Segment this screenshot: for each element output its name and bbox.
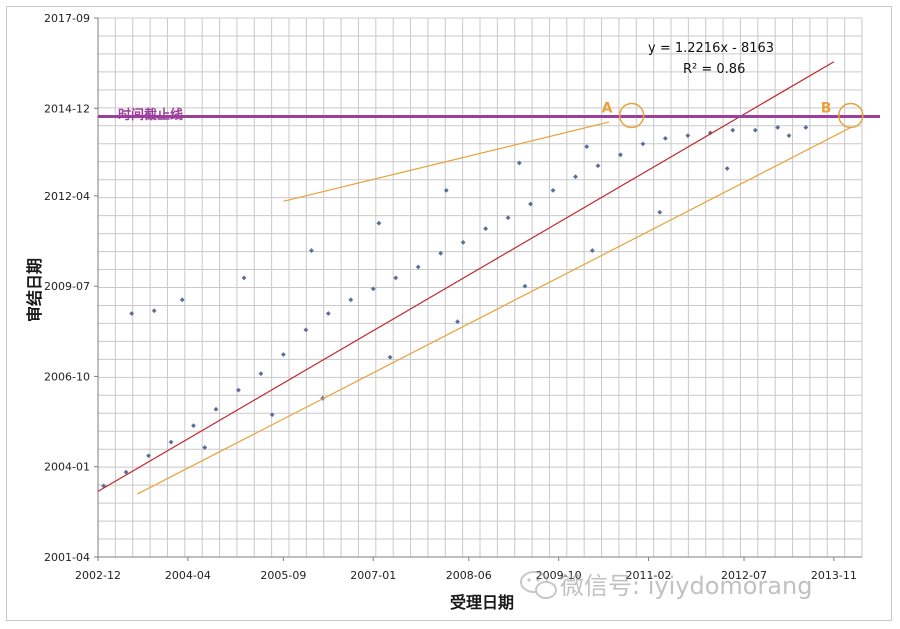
- data-point: [455, 319, 460, 325]
- x-tick-label: 2012-07: [721, 569, 767, 582]
- data-point: [236, 387, 241, 393]
- data-point: [724, 166, 730, 171]
- data-point: [415, 264, 421, 270]
- data-point: [657, 209, 663, 215]
- data-point: [640, 141, 646, 147]
- data-point: [179, 297, 185, 303]
- data-points: [101, 125, 809, 489]
- data-point: [325, 311, 331, 316]
- y-tick-label: 2004-01: [44, 461, 90, 474]
- upper-bound-line: [283, 121, 610, 202]
- data-point: [528, 201, 533, 207]
- watermark-text: 微信号: iyiydomorang: [560, 572, 812, 600]
- data-point: [168, 439, 174, 445]
- data-point: [483, 226, 489, 232]
- y-tick-label: 2009-07: [44, 280, 90, 293]
- data-point: [730, 127, 736, 133]
- x-tick-label: 2005-09: [260, 569, 306, 582]
- x-tick-label: 2008-06: [446, 569, 492, 582]
- r-squared-label: R² = 0.86: [683, 62, 745, 77]
- data-point: [370, 286, 376, 292]
- x-tick-label: 2002-12: [75, 569, 121, 582]
- data-point: [438, 250, 444, 256]
- y-tick-label: 2012-04: [44, 190, 90, 203]
- marker-label: B: [821, 100, 832, 116]
- data-point: [213, 406, 219, 412]
- data-point: [202, 445, 208, 450]
- grid-lines: [97, 17, 863, 558]
- cutoff-label: 时间截止线: [118, 107, 183, 123]
- data-point: [803, 125, 809, 130]
- data-point: [129, 311, 135, 316]
- data-point: [618, 152, 623, 158]
- data-point: [522, 283, 528, 289]
- data-point: [309, 248, 314, 253]
- data-point: [280, 352, 286, 357]
- data-point: [460, 239, 466, 245]
- lower-bound-line: [137, 126, 852, 495]
- data-point: [775, 125, 781, 130]
- watermark: 微信号: iyiydomorang: [520, 571, 812, 600]
- data-point: [595, 163, 601, 169]
- data-point: [550, 187, 556, 193]
- data-point: [151, 308, 157, 314]
- data-point: [752, 127, 758, 133]
- data-point: [146, 453, 151, 459]
- data-point: [387, 354, 393, 360]
- x-tick-label: 2004-04: [165, 569, 211, 582]
- data-point: [443, 187, 449, 193]
- data-point: [505, 215, 511, 221]
- y-tick-label: 2014-12: [44, 102, 90, 115]
- y-tick-label: 2001-04: [44, 551, 90, 564]
- data-point: [269, 412, 275, 418]
- x-tick-label: 2007-01: [350, 569, 396, 582]
- data-point: [393, 275, 399, 281]
- data-point: [348, 297, 354, 303]
- data-point: [303, 327, 309, 333]
- data-point: [786, 133, 792, 139]
- marker-circle: [838, 102, 864, 129]
- data-point: [662, 135, 668, 141]
- wechat-icon: [520, 571, 557, 599]
- data-point: [376, 220, 382, 226]
- marker-circle: [618, 102, 645, 129]
- y-tick-label: 2017-09: [44, 12, 90, 25]
- data-point: [685, 133, 691, 139]
- data-point: [573, 174, 578, 180]
- x-axis-label: 受理日期: [450, 593, 514, 612]
- data-point: [258, 371, 264, 377]
- chart-frame: [6, 6, 892, 621]
- y-tick-label: 2006-10: [44, 370, 90, 383]
- trendline: [97, 61, 835, 492]
- data-point: [584, 144, 590, 149]
- x-tick-label: 2013-11: [811, 569, 857, 582]
- data-point: [123, 469, 129, 475]
- data-point: [241, 275, 247, 281]
- y-axis-label: 审结日期: [25, 258, 44, 322]
- tick-labels: 2002-12 2004-04 2005-09 2007-01 2008-06 2009-…: [44, 12, 857, 582]
- data-point: [516, 160, 522, 166]
- data-point: [191, 423, 196, 429]
- x-tick-label: 2011-02: [626, 569, 672, 582]
- marker-label: A: [602, 100, 613, 116]
- axes: [94, 17, 862, 561]
- data-point: [589, 248, 595, 253]
- trendline-equation: y = 1.2216x - 8163: [648, 41, 774, 56]
